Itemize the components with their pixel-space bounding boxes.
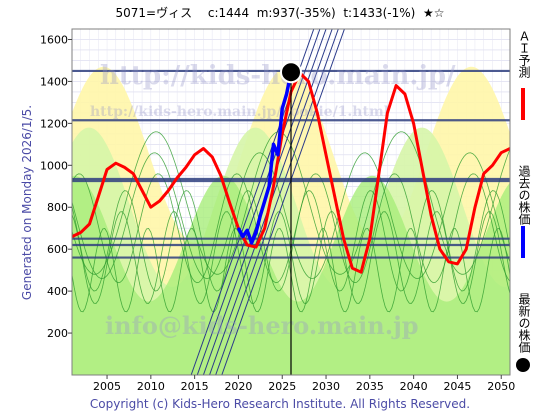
x-tick-label: 2010 — [137, 380, 165, 393]
series-forecast-point — [158, 200, 161, 202]
series-past-point — [268, 185, 270, 188]
y-tick-label: 600 — [47, 243, 68, 256]
series-forecast-point — [272, 185, 275, 188]
series-forecast-point — [211, 156, 213, 158]
series-forecast-point — [106, 168, 108, 171]
x-tick-label: 2050 — [487, 380, 515, 393]
x-tick-label: 2030 — [312, 380, 340, 393]
generated-date-label: Generated on Monday 2026/1/5. — [20, 104, 34, 301]
series-forecast-point — [334, 195, 336, 198]
series-forecast-point — [421, 168, 424, 171]
watermarks: http://kids-hero.main.jp/http://kids-her… — [90, 61, 456, 340]
y-tick-label: 400 — [47, 285, 68, 298]
copyright-text: Copyright (c) Kids-Hero Research Institu… — [89, 397, 471, 411]
x-tick-label: 2020 — [224, 380, 252, 393]
series-forecast-point — [115, 162, 117, 165]
x-tick-label: 2040 — [400, 380, 428, 393]
legend-latest-dot — [516, 358, 530, 372]
legend-past-swatch — [521, 226, 525, 258]
trend-line-4 — [215, 29, 339, 375]
series-forecast-point — [395, 84, 397, 87]
series-forecast-point — [351, 267, 354, 269]
watermark-email: info@kids-hero.main.jp — [105, 311, 419, 340]
series-forecast-point — [377, 174, 380, 177]
series-forecast-point — [325, 154, 327, 156]
series-forecast-point — [220, 174, 222, 177]
series-forecast-point — [491, 164, 494, 167]
watermark-url: http://kids-hero.main.jp/ — [100, 61, 456, 91]
series-forecast-point — [439, 248, 441, 250]
series-past-point — [237, 227, 240, 230]
series-past-point — [285, 93, 288, 95]
series-forecast-point — [123, 166, 126, 169]
series-forecast-point — [386, 112, 389, 114]
y-tick-label: 800 — [47, 201, 68, 214]
legend-latest-label: 最新の株価 — [517, 293, 531, 353]
series-forecast-point — [255, 246, 257, 248]
latest-price-marker — [280, 61, 302, 84]
series-past-point — [281, 107, 284, 110]
series-forecast-point — [202, 147, 205, 150]
series-forecast-point — [307, 80, 310, 83]
watermark-url-2: http://kids-hero.main.jp/cookie/1.html — [90, 104, 389, 120]
series-forecast-point — [456, 263, 459, 265]
series-forecast-point — [193, 154, 196, 156]
trend-line-1 — [196, 29, 321, 375]
axes: 200 400 600 800 1000 1200 1400 1600 2005 2010 2015… — [40, 28, 515, 393]
series-forecast-point — [500, 151, 503, 154]
legend-past-label: 過去の株価 — [517, 165, 531, 225]
trend-line-5 — [221, 29, 345, 375]
series-forecast-point — [79, 231, 82, 234]
series-forecast-point — [474, 206, 476, 209]
y-tick-label: 1200 — [40, 117, 68, 130]
series-past-point — [250, 242, 253, 244]
series-past-point — [242, 235, 244, 238]
series-forecast-point — [447, 260, 450, 263]
series-forecast-point — [360, 271, 362, 274]
series-forecast-point — [482, 172, 485, 175]
series-forecast-point — [97, 195, 100, 198]
latest-marker-layer — [280, 61, 302, 375]
series-past-point — [259, 214, 262, 217]
series-forecast-point — [465, 248, 468, 250]
y-tick-label: 1600 — [40, 33, 68, 46]
legend-forecast-label: ＡＩ予測 — [517, 30, 531, 78]
legend-forecast-swatch — [521, 88, 525, 120]
chart-title: 5071=ヴィス c:1444 m:937(-35%) t:1433(-1%) … — [115, 6, 445, 20]
x-tick-label: 2025 — [268, 380, 296, 393]
y-tick-label: 1400 — [40, 75, 68, 88]
x-tick-label: 2005 — [93, 380, 121, 393]
series-forecast-point — [88, 223, 91, 225]
series-forecast-point — [316, 112, 319, 114]
x-tick-label: 2035 — [356, 380, 384, 393]
x-tick-label: 2015 — [181, 380, 209, 393]
series-forecast-point — [185, 166, 187, 169]
series-past-point — [277, 154, 279, 156]
series-forecast-point — [246, 244, 248, 246]
series-past-point — [272, 143, 275, 146]
plot-frame — [71, 28, 511, 376]
series-forecast-point — [141, 189, 143, 192]
series-forecast-point — [167, 189, 170, 192]
band-inner — [72, 175, 510, 375]
series-past-point — [255, 231, 257, 234]
series-forecast-point — [430, 214, 432, 217]
series-forecast-point — [281, 133, 284, 135]
series-forecast-point — [404, 93, 406, 95]
series-forecast-point — [228, 202, 231, 204]
series-forecast-point — [150, 206, 152, 209]
y-tick-label: 200 — [47, 327, 68, 340]
series-forecast-point — [263, 227, 266, 230]
series-past-point — [246, 229, 248, 232]
series-forecast-point — [132, 172, 135, 175]
series-forecast-point — [369, 237, 371, 240]
series-forecast-point — [176, 177, 178, 179]
y-tick-label: 1000 — [40, 159, 68, 172]
series-past-point — [263, 200, 266, 202]
x-tick-label: 2045 — [443, 380, 471, 393]
series-forecast-point — [342, 237, 345, 240]
series-forecast-point — [412, 122, 415, 125]
